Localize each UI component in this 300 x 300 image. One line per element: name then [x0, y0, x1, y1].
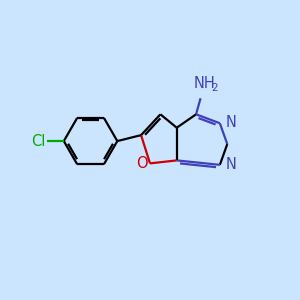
Text: N: N — [226, 115, 237, 130]
Text: 2: 2 — [212, 82, 218, 93]
Text: O: O — [136, 156, 148, 171]
Text: Cl: Cl — [32, 134, 46, 148]
Text: N: N — [226, 157, 237, 172]
Text: NH: NH — [194, 76, 216, 92]
